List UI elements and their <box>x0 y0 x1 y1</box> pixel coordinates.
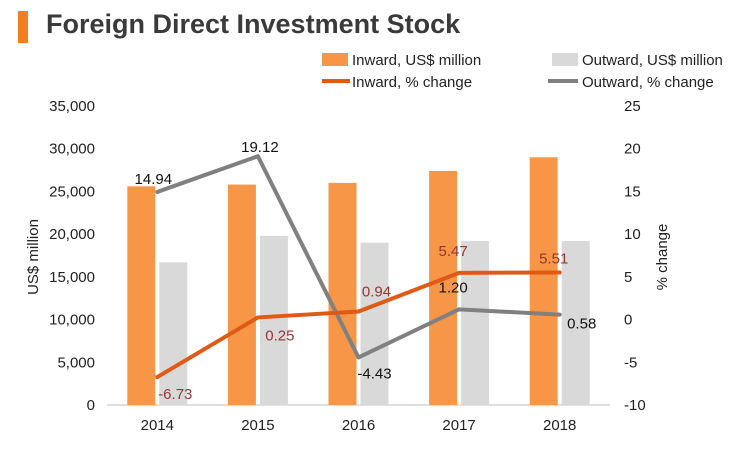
data-label-outward-pct: 19.12 <box>241 139 279 156</box>
bar-outward <box>461 240 490 405</box>
legend-label-inward-bar: Inward, US$ million <box>352 52 481 69</box>
bar-outward <box>259 235 288 405</box>
data-label-inward-pct: 5.51 <box>539 251 568 268</box>
bar-inward <box>127 186 156 405</box>
legend: Inward, US$ million Outward, US$ million… <box>322 52 723 91</box>
y2-tick-label: -5 <box>624 354 637 371</box>
y-tick-label: 0 <box>87 397 95 414</box>
x-tick-label: 2018 <box>543 417 576 434</box>
bar-inward <box>429 170 458 405</box>
bar-outward <box>159 262 188 405</box>
bar-outward <box>360 242 389 405</box>
y2-tick-label: 20 <box>624 141 641 158</box>
y2-tick-label: 0 <box>624 312 632 329</box>
point-inward-pct <box>457 270 462 275</box>
legend-label-inward-line: Inward, % change <box>352 74 472 91</box>
y2-tick-label: 5 <box>624 269 632 286</box>
data-label-outward-pct: 1.20 <box>438 279 467 296</box>
data-label-outward-pct: 0.58 <box>567 316 596 333</box>
line-inward-pct <box>156 270 560 379</box>
data-label-outward-pct: 14.94 <box>135 171 173 188</box>
data-label-inward-pct: 5.47 <box>438 243 467 260</box>
legend-swatch-inward-bar <box>322 53 348 66</box>
point-outward-pct <box>557 312 562 317</box>
legend-swatch-outward-bar <box>552 53 578 66</box>
point-outward-pct <box>457 307 462 312</box>
y2-tick-label: 25 <box>624 98 641 115</box>
x-tick-label: 2014 <box>141 417 174 434</box>
data-label-inward-pct: -6.73 <box>158 386 192 403</box>
y2-axis-title: % change <box>654 224 671 291</box>
line-outward-pct <box>156 154 560 360</box>
y-tick-label: 35,000 <box>49 98 95 115</box>
legend-label-outward-bar: Outward, US$ million <box>582 52 723 69</box>
point-outward-pct <box>155 189 160 194</box>
y-tick-label: 5,000 <box>57 354 95 371</box>
data-label-inward-pct: 0.25 <box>265 327 294 344</box>
title-accent-bar <box>18 11 28 43</box>
y-axis-title: US$ million <box>25 219 42 295</box>
bar-inward <box>328 182 357 405</box>
bar-outward <box>561 240 590 405</box>
y2-tick-label: 15 <box>624 183 641 200</box>
y-tick-label: 15,000 <box>49 269 95 286</box>
y2-tick-label: 10 <box>624 226 641 243</box>
point-outward-pct <box>255 154 260 159</box>
point-inward-pct <box>557 270 562 275</box>
y-tick-label: 25,000 <box>49 183 95 200</box>
legend-label-outward-line: Outward, % change <box>582 74 714 91</box>
y2-tick-label: -10 <box>624 397 646 414</box>
data-label-outward-pct: -4.43 <box>357 365 391 382</box>
x-tick-label: 2016 <box>342 417 375 434</box>
point-inward-pct <box>255 315 260 320</box>
y-tick-label: 20,000 <box>49 226 95 243</box>
x-tick-label: 2017 <box>442 417 475 434</box>
bar-inward <box>227 184 256 405</box>
y-tick-label: 30,000 <box>49 141 95 158</box>
x-tick-label: 2015 <box>241 417 274 434</box>
y-tick-label: 10,000 <box>49 312 95 329</box>
data-label-inward-pct: 0.94 <box>362 284 391 301</box>
point-inward-pct <box>356 309 361 314</box>
point-outward-pct <box>356 355 361 360</box>
point-inward-pct <box>155 375 160 380</box>
chart-title: Foreign Direct Investment Stock <box>46 9 461 39</box>
bar-inward <box>529 157 558 405</box>
